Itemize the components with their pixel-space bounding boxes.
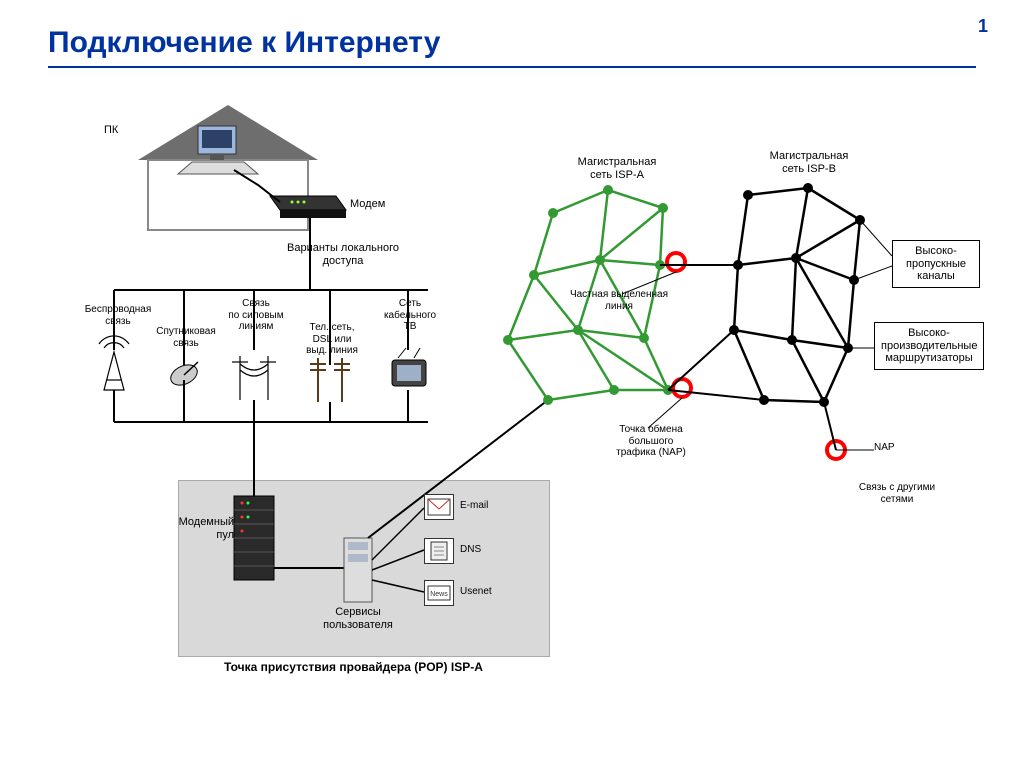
pc-label: ПК [104, 124, 118, 137]
svg-text:News: News [430, 591, 448, 598]
high-cap-box: Высоко- пропускные каналы [892, 240, 980, 288]
page-number: 1 [978, 16, 988, 37]
user-services-icon [344, 538, 372, 602]
page-title: Подключение к Интернету [48, 26, 976, 60]
modem-label: Модем [350, 198, 385, 211]
modem-pool-label: Модемный пул [174, 516, 234, 541]
dns-icon [424, 538, 454, 564]
nap-short-label: NAP [874, 442, 895, 454]
powerline-label: Связь по силовым линиям [216, 298, 296, 333]
title-rule [48, 66, 976, 68]
email-label: E-mail [460, 500, 488, 512]
usenet-icon: News [424, 580, 454, 606]
diagram-svg [48, 90, 976, 730]
diagram-canvas: ПК Модем Варианты локального доступа Бес… [48, 90, 976, 730]
modem-icon [270, 196, 346, 218]
satellite-label: Спутниковая связь [146, 326, 226, 349]
catv-label: Сеть кабельного ТВ [370, 298, 450, 333]
pop-caption: Точка присутствия провайдера (POP) ISP-A [224, 660, 483, 674]
dns-label: DNS [460, 544, 481, 556]
isp-a-label: Магистральная сеть ISP-A [562, 156, 672, 181]
isp-b-label: Магистральная сеть ISP-B [754, 150, 864, 175]
isp-b-mesh [729, 183, 865, 407]
other-nets-label: Связь с другими сетями [842, 482, 952, 505]
powerline-icon [232, 356, 276, 400]
email-icon [424, 494, 454, 520]
user-services-label: Сервисы пользователя [318, 606, 398, 631]
leased-line-label: Частная выделенная линия [554, 289, 684, 312]
satellite-icon [168, 361, 201, 402]
routers-box: Высоко- производительные маршрутизаторы [874, 322, 984, 370]
modem-pool-icon [234, 496, 274, 580]
access-options-label: Варианты локального доступа [268, 242, 418, 267]
wireless-label: Беспроводная связь [78, 304, 158, 327]
usenet-label: Usenet [460, 586, 492, 598]
dsl-label: Тел. сеть, DSL или выд. линия [292, 322, 372, 357]
catv-icon [392, 348, 426, 386]
nap-label: Точка обмена большого трафика (NAP) [596, 424, 706, 459]
